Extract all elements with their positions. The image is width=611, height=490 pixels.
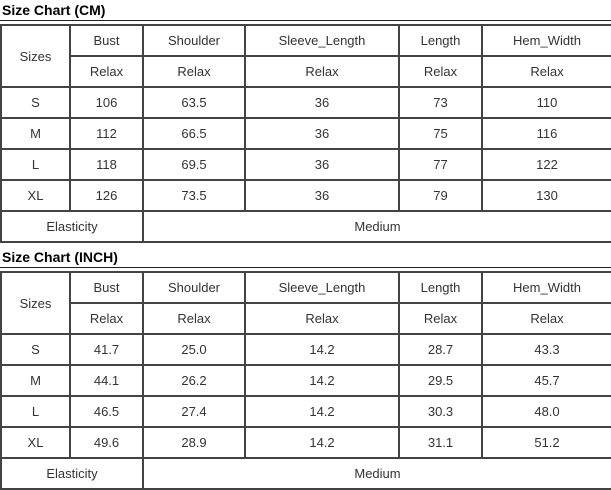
- cell-value: 31.1: [398, 426, 483, 459]
- subheader-relax: Relax: [142, 55, 246, 88]
- cell-value: 29.5: [398, 364, 483, 397]
- table-row-l: L 118 69.5 36 77 122: [0, 148, 611, 181]
- cell-value: 49.6: [69, 426, 144, 459]
- cell-value: 36: [244, 117, 400, 150]
- subheader-relax: Relax: [142, 302, 246, 335]
- subheader-relax: Relax: [244, 302, 400, 335]
- table-row-s: S 41.7 25.0 14.2 28.7 43.3: [0, 333, 611, 366]
- cell-value: 45.7: [481, 364, 611, 397]
- corner-header-sizes: Sizes: [0, 24, 71, 88]
- column-header-shoulder: Shoulder: [142, 271, 246, 304]
- column-header-sleeve-length: Sleeve_Length: [244, 24, 400, 57]
- cell-value: 75: [398, 117, 483, 150]
- subheader-row: Relax Relax Relax Relax Relax: [1, 55, 611, 88]
- subheader-row: Relax Relax Relax Relax Relax: [1, 302, 611, 335]
- cell-value: 73: [398, 86, 483, 119]
- elasticity-row: Elasticity Medium: [0, 457, 611, 490]
- cell-value: 118: [69, 148, 144, 181]
- column-header-sleeve-length: Sleeve_Length: [244, 271, 400, 304]
- column-header-shoulder: Shoulder: [142, 24, 246, 57]
- size-table-cm: Sizes Bust Shoulder Sleeve_Length Length…: [0, 24, 611, 243]
- cell-value: 43.3: [481, 333, 611, 366]
- cell-value: 122: [481, 148, 611, 181]
- column-header-length: Length: [398, 271, 483, 304]
- size-label: L: [0, 148, 71, 181]
- size-chart-inch-title: Size Chart (INCH): [0, 247, 611, 268]
- column-header-hem-width: Hem_Width: [481, 271, 611, 304]
- column-header-bust: Bust: [69, 24, 144, 57]
- cell-value: 63.5: [142, 86, 246, 119]
- column-header-length: Length: [398, 24, 483, 57]
- table-row-xl: XL 126 73.5 36 79 130: [0, 179, 611, 212]
- cell-value: 126: [69, 179, 144, 212]
- cell-value: 26.2: [142, 364, 246, 397]
- table-row-s: S 106 63.5 36 73 110: [0, 86, 611, 119]
- size-label: M: [0, 364, 71, 397]
- elasticity-value: Medium: [142, 210, 611, 243]
- cell-value: 48.0: [481, 395, 611, 428]
- size-table-inch: Sizes Bust Shoulder Sleeve_Length Length…: [0, 271, 611, 490]
- elasticity-label: Elasticity: [0, 457, 144, 490]
- subheader-relax: Relax: [244, 55, 400, 88]
- corner-header-sizes: Sizes: [0, 271, 71, 335]
- subheader-relax: Relax: [481, 55, 611, 88]
- cell-value: 28.7: [398, 333, 483, 366]
- table-row-xl: XL 49.6 28.9 14.2 31.1 51.2: [0, 426, 611, 459]
- size-label: S: [0, 333, 71, 366]
- cell-value: 73.5: [142, 179, 246, 212]
- cell-value: 41.7: [69, 333, 144, 366]
- subheader-relax: Relax: [481, 302, 611, 335]
- cell-value: 36: [244, 179, 400, 212]
- subheader-relax: Relax: [398, 302, 483, 335]
- cell-value: 14.2: [244, 364, 400, 397]
- subheader-relax: Relax: [69, 302, 144, 335]
- cell-value: 28.9: [142, 426, 246, 459]
- elasticity-value: Medium: [142, 457, 611, 490]
- cell-value: 36: [244, 86, 400, 119]
- cell-value: 130: [481, 179, 611, 212]
- size-label: S: [0, 86, 71, 119]
- size-label: XL: [0, 179, 71, 212]
- cell-value: 14.2: [244, 426, 400, 459]
- elasticity-label: Elasticity: [0, 210, 144, 243]
- table-row-m: M 44.1 26.2 14.2 29.5 45.7: [0, 364, 611, 397]
- cell-value: 25.0: [142, 333, 246, 366]
- cell-value: 69.5: [142, 148, 246, 181]
- cell-value: 116: [481, 117, 611, 150]
- cell-value: 77: [398, 148, 483, 181]
- column-header-hem-width: Hem_Width: [481, 24, 611, 57]
- cell-value: 46.5: [69, 395, 144, 428]
- subheader-relax: Relax: [69, 55, 144, 88]
- table-row-m: M 112 66.5 36 75 116: [0, 117, 611, 150]
- size-label: M: [0, 117, 71, 150]
- size-chart-inch-section: Size Chart (INCH) Sizes Bust Shoulder Sl…: [0, 247, 611, 490]
- cell-value: 110: [481, 86, 611, 119]
- cell-value: 51.2: [481, 426, 611, 459]
- subheader-relax: Relax: [398, 55, 483, 88]
- column-header-bust: Bust: [69, 271, 144, 304]
- cell-value: 30.3: [398, 395, 483, 428]
- cell-value: 66.5: [142, 117, 246, 150]
- size-chart-cm-section: Size Chart (CM) Sizes Bust Shoulder Slee…: [0, 0, 611, 243]
- cell-value: 36: [244, 148, 400, 181]
- cell-value: 14.2: [244, 395, 400, 428]
- size-label: XL: [0, 426, 71, 459]
- cell-value: 27.4: [142, 395, 246, 428]
- table-row-l: L 46.5 27.4 14.2 30.3 48.0: [0, 395, 611, 428]
- cell-value: 106: [69, 86, 144, 119]
- header-row: Sizes Bust Shoulder Sleeve_Length Length…: [0, 24, 611, 88]
- elasticity-row: Elasticity Medium: [0, 210, 611, 243]
- size-chart-cm-title: Size Chart (CM): [0, 0, 611, 21]
- cell-value: 44.1: [69, 364, 144, 397]
- header-row: Sizes Bust Shoulder Sleeve_Length Length…: [0, 271, 611, 335]
- cell-value: 79: [398, 179, 483, 212]
- size-label: L: [0, 395, 71, 428]
- cell-value: 112: [69, 117, 144, 150]
- cell-value: 14.2: [244, 333, 400, 366]
